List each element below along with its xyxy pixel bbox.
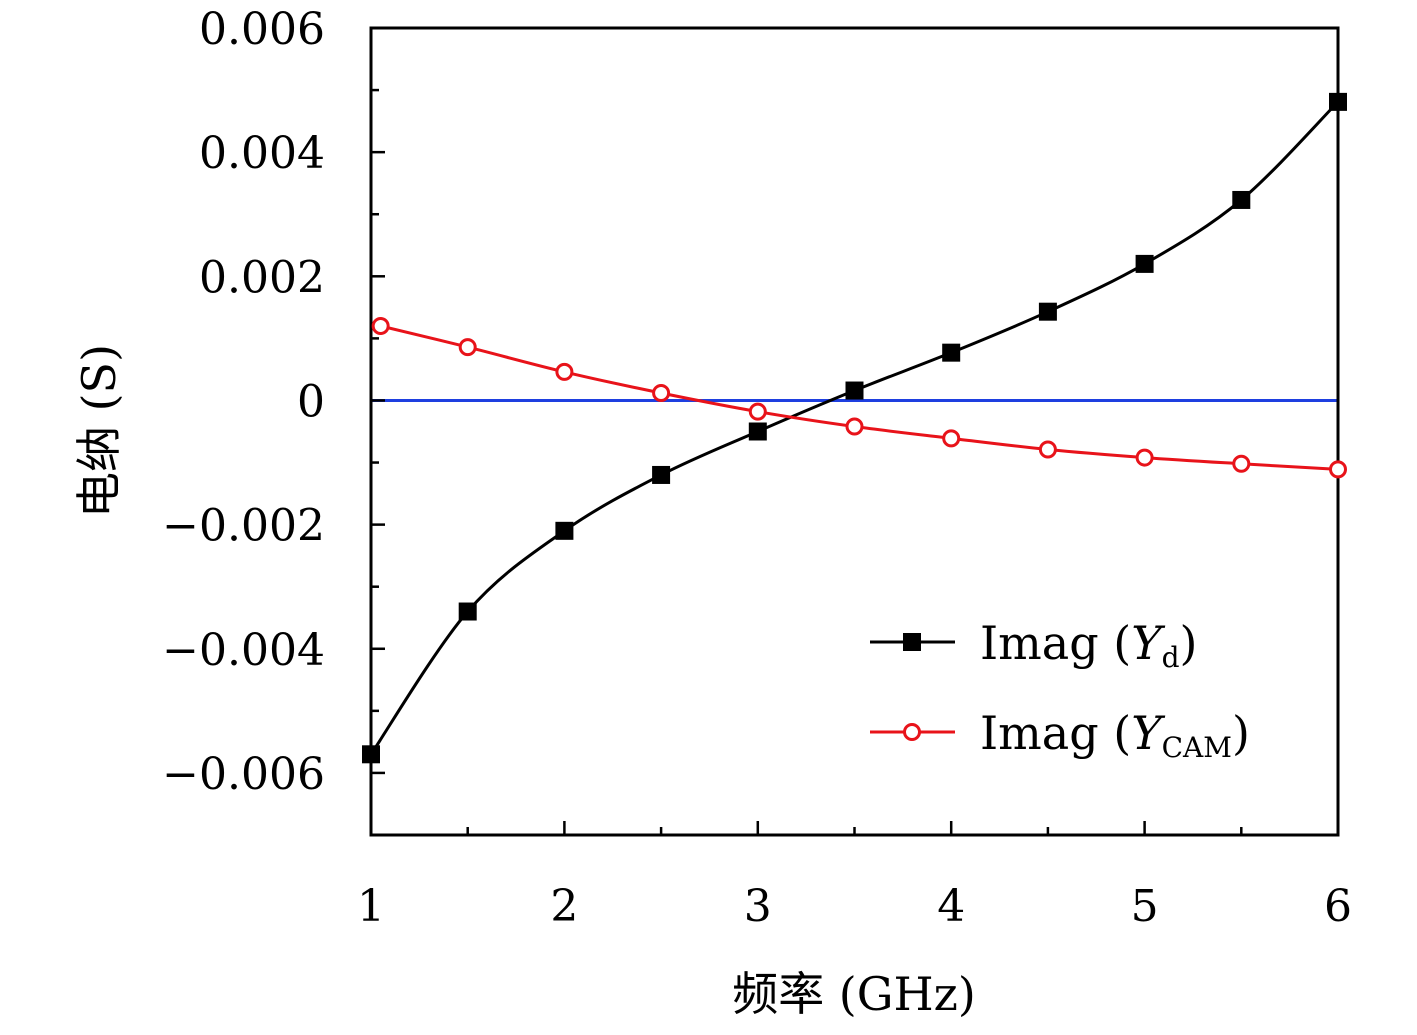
legend-label-suffix: ) <box>1180 616 1198 670</box>
legend-label: Imag (YCAM) <box>980 706 1250 764</box>
y-tick-label: −0.002 <box>162 501 325 552</box>
data-point <box>1232 190 1251 209</box>
x-axis-title: 频率 (GHz) <box>732 967 976 1021</box>
data-point <box>1329 92 1347 111</box>
legend-label-prefix: Imag ( <box>980 706 1131 760</box>
y-tick-label: −0.006 <box>162 749 325 800</box>
data-point <box>458 338 477 357</box>
legend-label-var: Y <box>1131 706 1166 760</box>
data-point <box>1038 440 1057 459</box>
x-tick-label: 6 <box>1324 881 1352 932</box>
data-point <box>362 745 380 764</box>
data-point <box>371 316 390 335</box>
legend-label-suffix: ) <box>1232 706 1250 760</box>
x-tick-label: 4 <box>937 881 965 932</box>
data-point <box>555 521 574 540</box>
legend: Imag (Yd)Imag (YCAM) <box>870 616 1250 764</box>
data-point <box>845 381 864 400</box>
y-axis-title: 电纳 (S) <box>72 344 126 518</box>
series-layer <box>362 92 1347 764</box>
legend-label-sub: CAM <box>1162 731 1232 764</box>
x-tick-label: 3 <box>744 881 772 932</box>
data-point <box>458 602 477 621</box>
data-point <box>1135 254 1154 273</box>
legend-marker <box>903 633 921 651</box>
y-tick-label: 0.002 <box>199 252 325 303</box>
y-tick-label: −0.004 <box>162 625 325 676</box>
data-point <box>1232 454 1251 473</box>
series-imag-yd <box>362 92 1347 764</box>
y-tick-label: 0 <box>297 376 325 427</box>
data-point <box>1329 460 1347 479</box>
legend-entry: Imag (YCAM) <box>870 706 1250 764</box>
data-point <box>942 343 961 362</box>
legend-label: Imag (Yd) <box>980 616 1198 674</box>
data-point <box>1038 302 1057 321</box>
axes: 1 2 3 4 5 6 0.006 0.004 0.002 0 −0.002 −0.004 −0.006 <box>162 4 1352 932</box>
y-tick-label: 0.004 <box>199 128 325 179</box>
data-point <box>652 384 671 403</box>
y-tick-label: 0.006 <box>199 4 325 55</box>
legend-entry: Imag (Yd) <box>870 616 1198 674</box>
series-imag-ycam <box>371 316 1347 479</box>
x-tick-label: 5 <box>1131 881 1159 932</box>
legend-label-prefix: Imag ( <box>980 616 1131 670</box>
x-tick-label: 2 <box>550 881 578 932</box>
data-point <box>652 465 671 484</box>
data-point <box>748 422 767 441</box>
x-tick-label: 1 <box>357 881 385 932</box>
data-point <box>555 362 574 381</box>
data-point <box>748 402 767 421</box>
data-point <box>942 429 961 448</box>
data-point <box>845 417 864 436</box>
legend-marker <box>903 723 921 741</box>
data-point <box>1135 448 1154 467</box>
legend-label-sub: d <box>1162 641 1180 674</box>
legend-label-var: Y <box>1131 616 1166 670</box>
